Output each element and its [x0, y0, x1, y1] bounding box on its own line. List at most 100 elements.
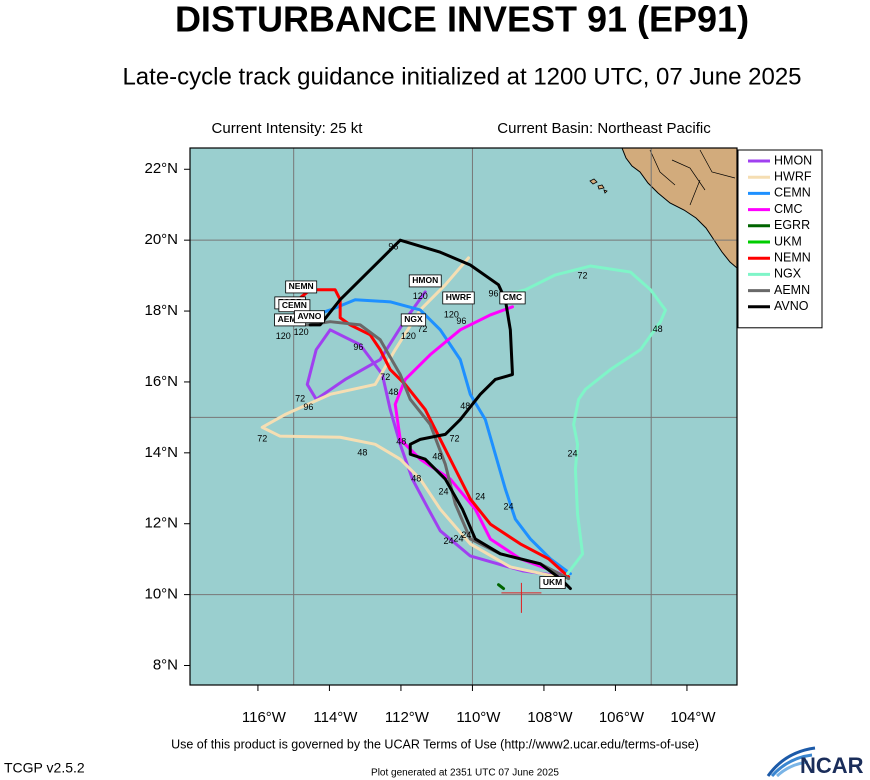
chart-subtitle: Late-cycle track guidance initialized at…	[122, 63, 801, 90]
y-tick-label: 22°N	[144, 160, 178, 177]
track-label-box	[442, 291, 475, 305]
hour-label: 72	[295, 394, 305, 404]
track-line	[308, 238, 572, 591]
hour-label: 48	[357, 448, 367, 458]
border	[649, 149, 736, 206]
hour-label: 120	[444, 309, 459, 319]
hour-label: 72	[450, 434, 460, 444]
track-line	[298, 288, 571, 579]
legend-label: UKM	[774, 234, 802, 248]
hour-label: 72	[578, 270, 588, 280]
logo-arc	[766, 746, 816, 777]
hour-label: 48	[388, 387, 398, 397]
track-label: AVNO	[297, 311, 321, 321]
track-label-box	[499, 291, 526, 305]
track-label-box	[408, 274, 442, 288]
y-tick-label: 12°N	[144, 515, 178, 532]
track-label: AEMN	[278, 314, 303, 324]
x-tick-label: 104°W	[670, 709, 716, 726]
track-label: CMC	[503, 292, 522, 302]
legend-label: HWRF	[774, 169, 812, 183]
track-line	[393, 305, 562, 576]
track-label-box	[400, 313, 427, 327]
track-label-box	[285, 280, 318, 294]
y-tick-label: 18°N	[144, 302, 178, 319]
y-tick-label: 16°N	[144, 373, 178, 390]
hour-label: 96	[456, 316, 466, 326]
hour-label: 96	[353, 342, 363, 352]
x-tick-label: 110°W	[456, 709, 501, 726]
labels: 9696724824120120967212096120120724872967…	[257, 241, 663, 589]
hour-label: 72	[257, 434, 267, 444]
generated: Plot generated at 2351 UTC 07 June 2025	[371, 768, 559, 779]
hour-label: 48	[396, 437, 406, 447]
axes: 116°W 114°W 112°W 110°W 108°W 106°W 104°W 8°N 10…	[144, 160, 716, 726]
track-label: NEMN	[289, 281, 314, 291]
hour-label: 48	[432, 451, 442, 461]
logo-text: NCAR	[800, 753, 864, 778]
hour-label: 96	[388, 241, 398, 251]
hour-label: 120	[413, 291, 428, 301]
intensity-label: Current Intensity: 25 kt	[212, 120, 364, 137]
legend-label: EGRR	[774, 218, 810, 232]
legend-label: CEMN	[774, 186, 811, 200]
basin-label: Current Basin: Northeast Pacific	[497, 120, 711, 137]
y-tick-label: 14°N	[144, 444, 178, 461]
track-label: HWRF	[446, 292, 472, 302]
track-label-box	[539, 576, 566, 589]
x-tick-label: 112°W	[385, 709, 430, 726]
hour-label: 48	[653, 324, 663, 334]
track-label: NGX	[404, 314, 423, 324]
y-tick-label: 20°N	[144, 231, 178, 248]
hour-label: 96	[489, 288, 499, 298]
hour-label: 24	[443, 536, 453, 546]
x-tick-label: 108°W	[527, 709, 573, 726]
island	[589, 178, 608, 194]
hour-label: 96	[303, 402, 313, 412]
hour-label: 24	[568, 449, 578, 459]
hour-label: 24	[438, 487, 448, 497]
legend-label: HMON	[774, 153, 812, 167]
y-tick-label: 8°N	[153, 656, 178, 673]
ncar-logo: NCAR	[766, 746, 864, 778]
y-tick-label: 10°N	[144, 586, 178, 603]
current-position	[501, 582, 542, 613]
track-line	[503, 264, 667, 576]
version: TCGP v2.5.2	[4, 760, 85, 776]
track-label: HMON	[412, 275, 438, 285]
hour-label: 72	[417, 324, 427, 334]
legend-bg	[738, 150, 822, 328]
x-tick-label: 106°W	[599, 709, 645, 726]
hour-label: 24	[475, 492, 485, 502]
track-label: CEMN	[282, 300, 307, 310]
legend-label: AVNO	[774, 299, 809, 313]
track-label: UKM	[543, 577, 562, 587]
x-tick-label: 114°W	[313, 709, 358, 726]
track-line	[260, 256, 567, 581]
track-line	[298, 298, 572, 576]
legend: HMON HWRF CEMN CMC EGRR UKM NEMN NGX AEMN AVNO	[737, 149, 823, 329]
x-tick-label: 116°W	[242, 709, 287, 726]
hour-label: 48	[411, 473, 421, 483]
hour-label: 24	[453, 533, 463, 543]
hour-label: 48	[460, 401, 470, 411]
track-line	[305, 290, 570, 579]
tracks	[260, 238, 667, 613]
footer-terms: Use of this product is governed by the U…	[171, 737, 699, 751]
hour-label: 120	[276, 331, 291, 341]
legend-label: NGX	[774, 267, 802, 281]
hour-label: 24	[504, 501, 514, 511]
legend-label: NEMN	[774, 250, 811, 264]
hour-label: 120	[294, 327, 309, 337]
hour-label: 24	[461, 530, 471, 540]
legend-label: AEMN	[774, 283, 810, 297]
hour-label: 120	[401, 331, 416, 341]
track-line	[497, 583, 506, 591]
hour-label: 72	[380, 372, 390, 382]
chart-title: DISTURBANCE INVEST 91 (EP91)	[175, 0, 749, 40]
legend-frame	[737, 149, 823, 329]
logo-arc	[775, 760, 809, 778]
logo-arc	[770, 753, 813, 778]
plot-frame	[189, 147, 738, 686]
